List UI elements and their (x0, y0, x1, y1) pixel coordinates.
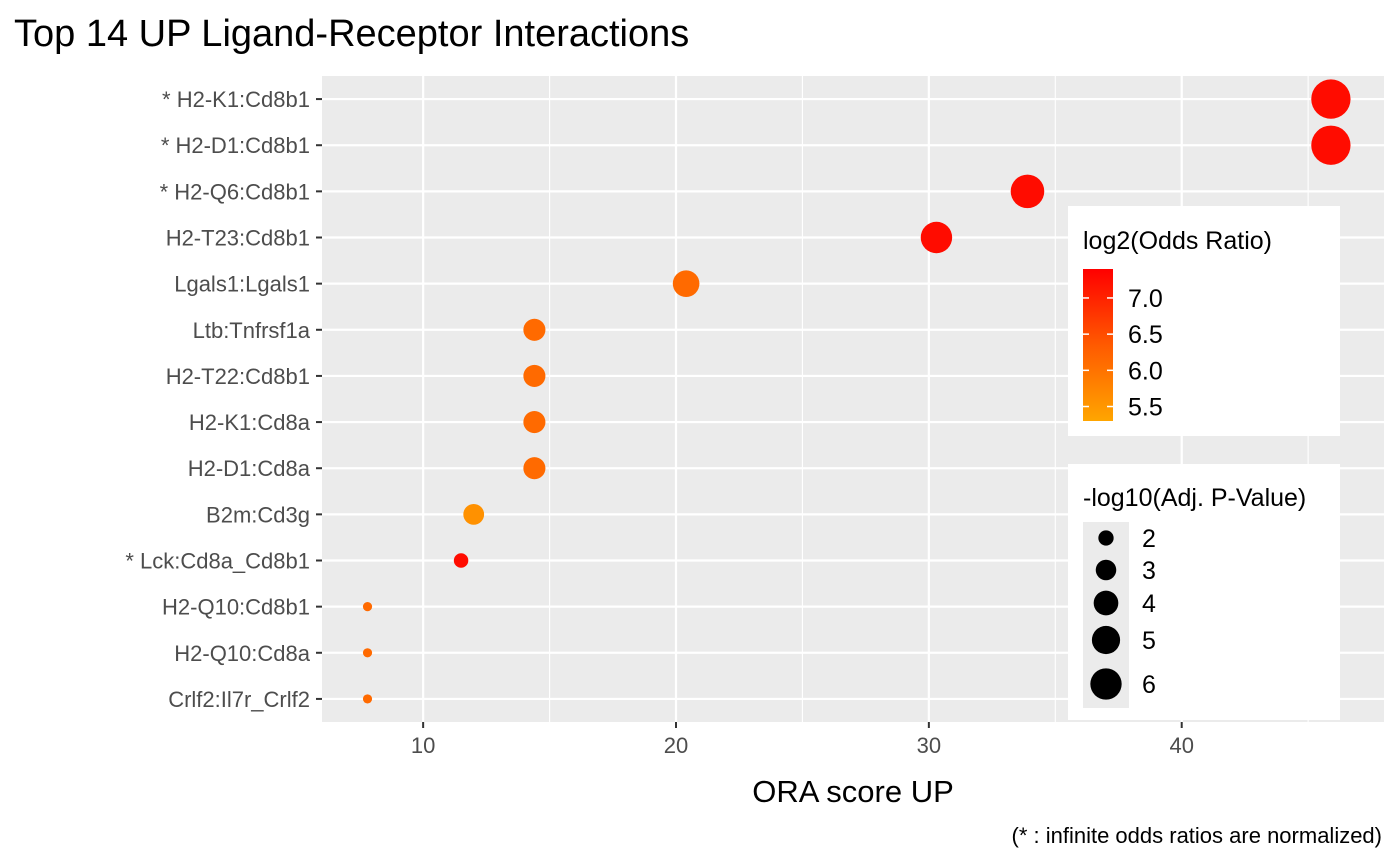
size-legend-label: 3 (1142, 557, 1156, 585)
data-point (362, 602, 373, 612)
data-point (362, 694, 373, 704)
y-tick-label: * H2-K1:Cd8b1 (162, 87, 310, 112)
x-tick-label: 20 (664, 733, 688, 758)
size-legend-title: -log10(Adj. P-Value) (1083, 484, 1306, 512)
size-legend-key (1095, 559, 1117, 581)
y-tick-label: H2-D1:Cd8a (188, 456, 311, 481)
data-point (523, 364, 546, 387)
color-legend-label: 6.0 (1128, 357, 1163, 385)
x-axis-label: ORA score UP (752, 774, 954, 809)
data-point (453, 553, 469, 568)
data-point (362, 648, 373, 658)
y-tick-label: Ltb:Tnfrsf1a (193, 318, 311, 343)
data-point (920, 221, 953, 254)
data-point (1311, 125, 1351, 165)
chart-caption: (* : infinite odds ratios are normalized… (1012, 823, 1383, 848)
y-tick-label: H2-T23:Cd8b1 (166, 226, 310, 251)
chart-title: Top 14 UP Ligand-Receptor Interactions (14, 13, 689, 55)
y-tick-label: H2-K1:Cd8a (189, 410, 311, 435)
size-legend-label: 6 (1142, 671, 1156, 699)
data-point (1311, 79, 1351, 119)
color-legend-bar (1083, 269, 1113, 421)
size-legend-label: 4 (1142, 590, 1156, 618)
x-tick-label: 10 (411, 733, 435, 758)
y-axis: * H2-K1:Cd8b1 * H2-D1:Cd8b1 * H2-Q6:Cd8b1 H… (125, 87, 322, 712)
size-legend-key (1093, 590, 1119, 616)
y-tick-label: * Lck:Cd8a_Cd8b1 (125, 549, 310, 574)
y-tick-label: * H2-D1:Cd8b1 (161, 133, 310, 158)
color-legend: log2(Odds Ratio) 7.0 6.5 6.0 5.5 (1068, 206, 1340, 436)
y-tick-label: B2m:Cd3g (206, 502, 310, 527)
x-tick-label: 30 (917, 733, 941, 758)
y-tick-label: Lgals1:Lgals1 (174, 272, 310, 297)
y-tick-label: H2-Q10:Cd8a (174, 641, 311, 666)
data-point (463, 503, 485, 525)
data-point (523, 457, 546, 480)
data-point (672, 270, 700, 297)
color-legend-background (1068, 206, 1340, 436)
y-tick-label: H2-Q10:Cd8b1 (162, 595, 310, 620)
color-legend-title: log2(Odds Ratio) (1083, 227, 1272, 255)
data-points (362, 79, 1351, 704)
data-point (1010, 174, 1045, 209)
color-legend-label: 6.5 (1128, 321, 1163, 349)
size-legend: -log10(Adj. P-Value) 2 3 4 5 6 (1068, 464, 1340, 720)
y-tick-label: Crlf2:Il7r_Crlf2 (168, 687, 310, 712)
x-tick-label: 40 (1169, 733, 1193, 758)
color-legend-label: 5.5 (1128, 394, 1163, 422)
size-legend-label: 5 (1142, 627, 1156, 655)
x-axis: 10 20 30 40 (411, 722, 1194, 758)
size-legend-key (1090, 668, 1122, 700)
size-legend-key (1098, 530, 1114, 546)
size-legend-label: 2 (1142, 525, 1156, 553)
y-tick-label: * H2-Q6:Cd8b1 (160, 179, 310, 204)
y-tick-label: H2-T22:Cd8b1 (166, 364, 310, 389)
data-point (523, 318, 546, 341)
color-legend-label: 7.0 (1128, 285, 1163, 313)
size-legend-key (1091, 625, 1121, 655)
data-point (523, 411, 546, 434)
